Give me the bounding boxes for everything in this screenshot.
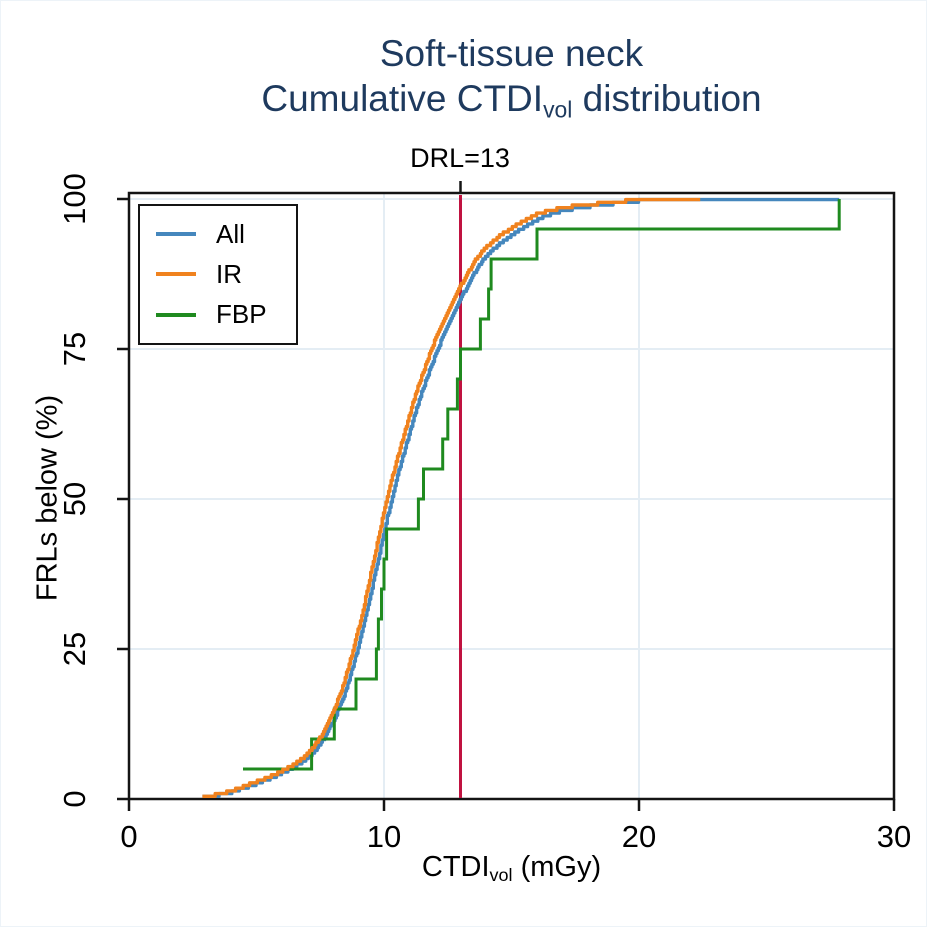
plot-frame xyxy=(127,191,896,801)
legend-label-fbp: FBP xyxy=(216,299,267,330)
curve-ir xyxy=(202,197,701,798)
x-tick-label-30: 30 xyxy=(877,819,911,854)
x-tick-label-0: 0 xyxy=(120,819,137,854)
y-tick-label-50: 50 xyxy=(57,482,92,516)
legend-line-swatch-fbp xyxy=(156,312,196,317)
y-tick-label-75: 75 xyxy=(57,332,92,366)
legend-item-all: All xyxy=(156,219,296,250)
chart-title-line1: Soft-tissue neck xyxy=(379,33,644,74)
x-tick-label-20: 20 xyxy=(622,819,656,854)
chart-title-line2: Cumulative CTDIvol distribution xyxy=(261,78,762,123)
legend-item-ir: IR xyxy=(156,259,296,290)
legend-label-all: All xyxy=(216,218,245,249)
curve-fbp xyxy=(243,199,841,771)
chart-title: Soft-tissue neck Cumulative CTDIvol dist… xyxy=(119,31,904,132)
x-axis-label: CTDIvol (mGy) xyxy=(421,851,602,886)
x-axis-subscript: vol xyxy=(489,865,513,886)
y-axis-label: FRLs below (%) xyxy=(31,394,64,602)
y-tick-label-0: 0 xyxy=(57,790,92,807)
legend-line-swatch-all xyxy=(156,232,196,237)
y-tick-label-100: 100 xyxy=(57,173,92,225)
y-tick-label-25: 25 xyxy=(57,632,92,666)
reference-line-label: DRL=13 xyxy=(410,143,510,173)
legend: All IR FBP xyxy=(138,204,298,345)
legend-item-fbp: FBP xyxy=(156,299,296,330)
legend-label-ir: IR xyxy=(216,258,242,289)
title-subscript: vol xyxy=(543,96,573,123)
legend-line-swatch-ir xyxy=(156,272,196,277)
x-tick-label-10: 10 xyxy=(367,819,401,854)
